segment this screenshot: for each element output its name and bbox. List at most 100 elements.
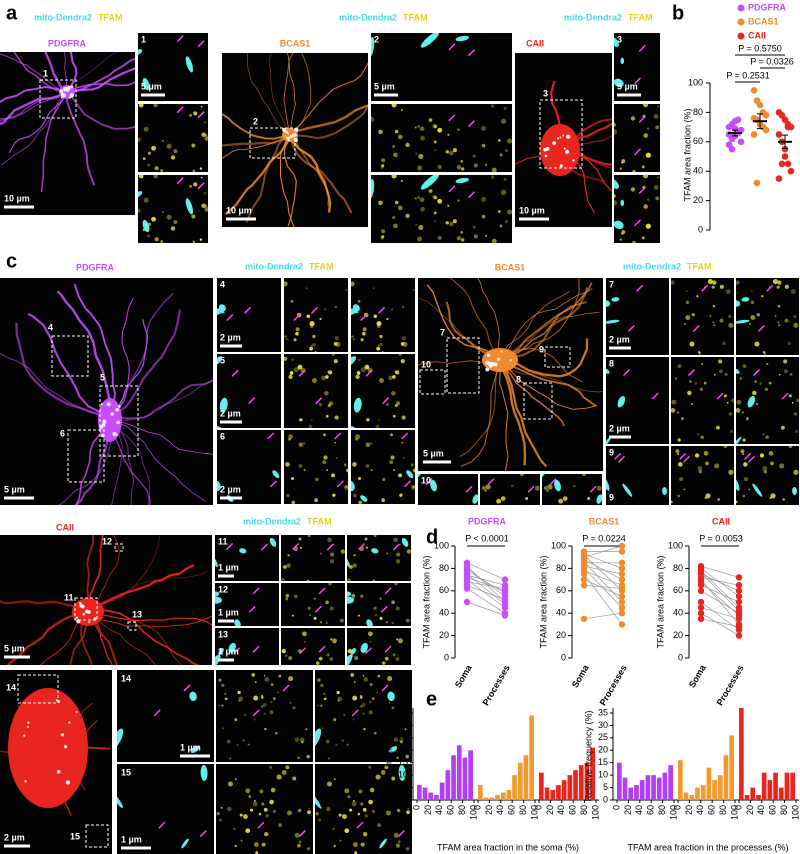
tfam-dot	[711, 285, 715, 289]
scale-label: 1 µm	[180, 742, 201, 752]
process	[418, 359, 501, 366]
tfam-dot	[397, 134, 403, 140]
speck	[82, 612, 86, 616]
tfam-dot	[728, 412, 733, 416]
tfam-dot	[291, 614, 294, 617]
tfam-dot	[690, 403, 693, 406]
mito	[185, 198, 194, 215]
mito	[614, 78, 624, 88]
tfam-dot	[779, 463, 785, 469]
process	[87, 611, 113, 665]
histogram-bar	[778, 787, 784, 800]
arrow	[252, 709, 260, 717]
image	[347, 535, 411, 581]
tfam-dot	[351, 335, 354, 338]
tfam-dot	[728, 315, 732, 319]
process	[87, 535, 104, 613]
tfam-dot	[546, 489, 549, 492]
tfam-dot	[776, 285, 780, 289]
arrow	[356, 821, 364, 829]
speck	[23, 734, 26, 737]
tfam-dot	[344, 828, 350, 834]
data-point	[463, 598, 471, 606]
tfam-dot	[377, 674, 381, 678]
histogram-bar	[500, 792, 506, 800]
tfam-dot	[362, 712, 365, 715]
tfam-dot	[353, 493, 357, 498]
arrow	[651, 392, 659, 400]
tfam-dot	[723, 446, 728, 449]
tfam-dot	[428, 118, 433, 122]
process	[8, 91, 68, 154]
tfam-dot	[362, 702, 366, 707]
tfam-dot	[404, 728, 407, 731]
image-bg	[217, 354, 281, 428]
tfam-dot	[754, 380, 757, 383]
image	[217, 430, 281, 504]
arrow	[298, 830, 306, 838]
inset-box	[539, 99, 583, 169]
tfam-dot	[323, 455, 328, 460]
scale-label: 1 µm	[218, 646, 239, 656]
arrow	[183, 684, 191, 692]
tfam-dot	[653, 184, 659, 190]
y-tick-label: 10	[398, 770, 408, 780]
image	[138, 104, 208, 172]
y-tick-label: 0	[444, 652, 449, 662]
tfam-dot	[790, 289, 796, 295]
channel-label: mito-Dendra2	[243, 516, 301, 526]
tfam-dot	[373, 731, 377, 735]
process	[499, 359, 509, 471]
arrow	[336, 480, 344, 488]
tfam-dot	[415, 152, 418, 155]
mito	[401, 537, 409, 547]
tfam-dot	[712, 304, 716, 308]
process	[15, 322, 111, 421]
tfam-dot	[582, 474, 586, 477]
tfam-dot	[360, 696, 363, 699]
tfam-dot	[343, 713, 346, 716]
scale-label: 5 µm	[374, 81, 395, 91]
tfam-dot	[784, 284, 789, 289]
x-tick-label: 100	[668, 805, 678, 820]
tfam-dot	[723, 394, 727, 398]
tfam-dot	[352, 462, 357, 467]
pair-line	[700, 572, 740, 612]
channel-label: mito-Dendra2	[34, 12, 92, 22]
tfam-dot	[437, 127, 443, 133]
x-tick-label: 0	[472, 805, 482, 810]
tfam-dot	[696, 295, 699, 298]
histogram-bar	[706, 767, 712, 800]
tfam-dot	[153, 175, 158, 179]
tfam-dot	[238, 699, 241, 702]
tfam-dot	[419, 126, 425, 132]
inset-label: 11	[218, 536, 228, 546]
tfam-dot	[299, 546, 303, 549]
data-point	[775, 131, 783, 138]
arrow	[467, 49, 475, 57]
tfam-dot	[265, 814, 269, 818]
histogram-bar	[439, 782, 445, 800]
mito	[418, 474, 423, 480]
tfam-dot	[414, 197, 417, 200]
tfam-dot	[382, 477, 386, 482]
tfam-dot	[234, 778, 237, 781]
tfam-dot	[472, 225, 476, 229]
tfam-dot	[380, 237, 384, 240]
arrow	[226, 542, 234, 551]
mito	[736, 477, 740, 491]
x-tick-label: 40	[495, 805, 505, 815]
tfam-dot	[371, 117, 375, 122]
tfam-dot	[200, 176, 203, 179]
mito	[215, 654, 221, 665]
image	[281, 628, 345, 665]
tfam-dot	[398, 354, 402, 356]
histogram-bar	[550, 790, 556, 800]
speck	[24, 780, 27, 783]
tfam-dot	[391, 175, 397, 179]
tfam-dot	[335, 457, 338, 459]
image-bg	[117, 764, 214, 854]
data-point	[697, 565, 705, 572]
data-point	[781, 145, 789, 153]
tfam-dot	[777, 304, 781, 308]
